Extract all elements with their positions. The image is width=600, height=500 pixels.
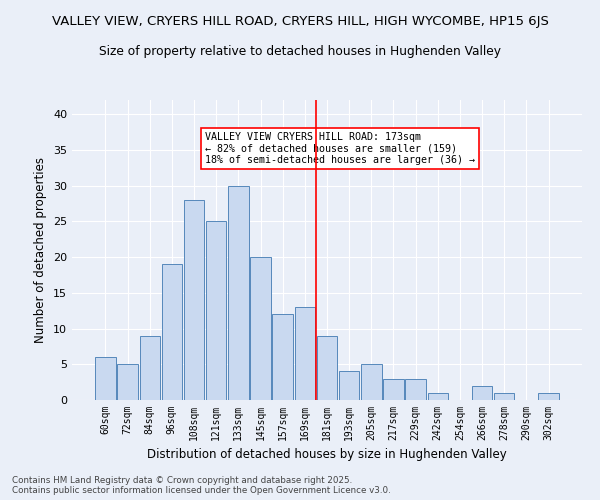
Bar <box>184 200 204 400</box>
Bar <box>339 372 359 400</box>
Bar <box>295 307 315 400</box>
Bar <box>118 364 138 400</box>
Bar <box>140 336 160 400</box>
Text: Contains HM Land Registry data © Crown copyright and database right 2025.
Contai: Contains HM Land Registry data © Crown c… <box>12 476 391 495</box>
Y-axis label: Number of detached properties: Number of detached properties <box>34 157 47 343</box>
Bar <box>95 357 116 400</box>
Bar <box>228 186 248 400</box>
Bar <box>206 222 226 400</box>
Bar <box>250 257 271 400</box>
Bar <box>317 336 337 400</box>
Bar <box>383 378 404 400</box>
X-axis label: Distribution of detached houses by size in Hughenden Valley: Distribution of detached houses by size … <box>147 448 507 462</box>
Text: Size of property relative to detached houses in Hughenden Valley: Size of property relative to detached ho… <box>99 45 501 58</box>
Bar <box>361 364 382 400</box>
Bar <box>272 314 293 400</box>
Text: VALLEY VIEW, CRYERS HILL ROAD, CRYERS HILL, HIGH WYCOMBE, HP15 6JS: VALLEY VIEW, CRYERS HILL ROAD, CRYERS HI… <box>52 15 548 28</box>
Bar <box>428 393 448 400</box>
Bar <box>406 378 426 400</box>
Bar <box>161 264 182 400</box>
Bar <box>494 393 514 400</box>
Bar <box>538 393 559 400</box>
Bar <box>472 386 493 400</box>
Text: VALLEY VIEW CRYERS HILL ROAD: 173sqm
← 82% of detached houses are smaller (159)
: VALLEY VIEW CRYERS HILL ROAD: 173sqm ← 8… <box>205 132 475 166</box>
